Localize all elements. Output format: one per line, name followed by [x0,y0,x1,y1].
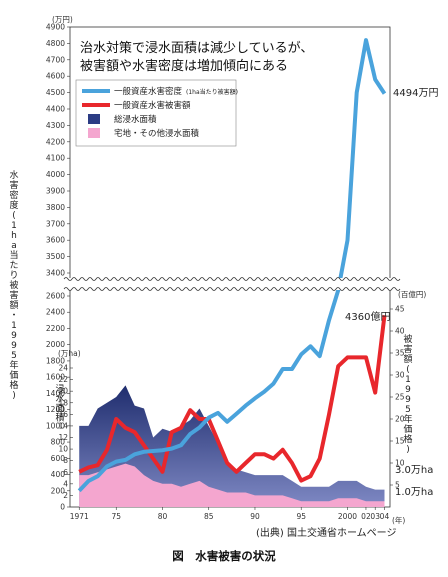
tick-label-right: 30 [395,371,405,380]
tick-label-x: 1971 [70,512,89,521]
break-line-top [63,277,401,281]
area-total-flooded [79,385,385,507]
figure-caption: 図 水害被害の状況 [172,549,276,563]
line-damage-density [77,38,387,493]
legend-sublabel: (1ha当たり被害額) [186,88,238,96]
tick-label-area: 4 [63,479,68,488]
source-note: (出典) 国土交通省ホームページ [256,526,396,539]
tick-label-area: 24 [58,364,68,373]
tick-label-right: 40 [395,327,405,336]
tick-label-area: 20 [58,387,68,396]
tick-label-x: 80 [158,512,168,521]
annotation-residential-area-end: 1.0万ha [395,487,433,498]
tick-label-left-upper: 3900 [46,187,65,196]
tick-label-x: 03 [370,512,380,521]
tick-label-left-lower: 0 [60,503,65,512]
tick-label-x: 75 [111,512,121,521]
tick-label-left-upper: 4200 [46,137,65,146]
tick-label-left-lower: 1600 [46,373,65,382]
tick-label-left-upper: 4400 [46,105,65,114]
tick-label-x: 04 [380,512,390,521]
y-axis-label-damage: 被害額(1 9 9 5 年価格) [403,333,412,455]
tick-label-left-upper: 3600 [46,236,65,245]
tick-label-left-lower: 2400 [46,308,65,317]
unit-right: (百億円) [398,289,426,299]
tick-label-area: 8 [63,456,68,465]
tick-label-right: 5 [395,481,400,490]
y-axis-label-density: 水害密度(1 h a 当たり被害額・ 1 9 9 5 年価格) [9,169,18,401]
tick-label-left-lower: 800 [51,438,66,447]
line-damage-amount [78,314,387,483]
tick-label-left-upper: 4000 [46,170,65,179]
tick-label-left-lower: 2200 [46,324,65,333]
annotation-total-area-end: 3.0万ha [395,465,433,476]
legend: 一般資産水害密度 (1ha当たり被害額) 一般資産水害被害額総浸水面積宅地・その他浸… [82,86,238,139]
legend-swatch [88,128,100,138]
tick-label-left-upper: 3400 [46,269,65,278]
annotation-damage-end: 4360億円 [345,310,390,323]
tick-label-left-upper: 4500 [46,88,65,97]
tick-layer: 3400350036003700380039004000410042004300… [46,23,405,522]
legend-label: 一般資産水害密度 [114,86,183,97]
chart-title-line-1: 治水対策で浸水面積は減少しているが、 [80,40,313,56]
tick-label-x: 95 [296,512,306,521]
tick-label-left-upper: 4700 [46,55,65,64]
tick-label-left-lower: 600 [51,454,66,463]
tick-label-right: 10 [395,459,405,468]
tick-label-left-lower: 200 [51,486,66,495]
axis-break [63,277,401,291]
tick-label-right: 20 [395,415,405,424]
tick-label-area: 16 [58,410,68,419]
tick-label-left-lower: 1800 [46,356,65,365]
tick-label-area: 6 [63,468,68,477]
tick-label-left-lower: 1000 [46,421,65,430]
tick-label-left-lower: 2600 [46,292,65,301]
tick-label-left-upper: 4300 [46,121,65,130]
area-layer [79,385,385,507]
legend-label: 宅地・その他浸水面積 [114,128,200,139]
tick-label-x: 2000 [338,512,357,521]
tick-label-area: 14 [58,421,68,430]
tick-label-left-upper: 3700 [46,219,65,228]
tick-label-area: 18 [58,398,68,407]
unit-left-top: (万円) [52,15,73,24]
tick-label-left-upper: 3500 [46,252,65,261]
tick-label-left-upper: 3800 [46,203,65,212]
tick-label-left-lower: 400 [51,470,66,479]
legend-swatch [88,114,100,124]
tick-label-left-upper: 4100 [46,154,65,163]
tick-label-left-lower: 2000 [46,340,65,349]
break-line-bottom [63,287,401,291]
legend-label: 一般資産水害被害額 [114,100,191,111]
y-axis-label-area: 浸水面積 [55,384,64,424]
tick-label-right: 15 [395,437,405,446]
tick-label-left-lower: 1400 [46,389,65,398]
chart-title-line-2: 被害額や水害密度は増加傾向にある [80,58,288,74]
tick-label-right: 35 [395,349,405,358]
area-residential-flooded [79,463,385,507]
tick-label-right: 25 [395,393,405,402]
tick-label-x: 85 [204,512,214,521]
tick-label-left-upper: 4900 [46,23,65,32]
tick-label-x: 90 [250,512,260,521]
tick-label-area: 2 [63,491,68,500]
unit-year: (年) [392,515,405,525]
legend-label: 総浸水面積 [114,114,157,125]
tick-label-left-upper: 4800 [46,39,65,48]
unit-inner-left: (万ha) [58,349,81,358]
tick-label-area: 12 [58,433,68,442]
break-band [69,278,391,290]
tick-label-left-lower: 1200 [46,405,65,414]
tick-label-right: 45 [395,305,405,314]
tick-label-left-upper: 4600 [46,72,65,81]
tick-label-x: 02 [361,512,371,521]
line-layer [77,38,387,493]
tick-label-area: 22 [58,375,68,384]
tick-label-area: 10 [58,445,68,454]
annotation-density-end: 4494万円 [393,88,438,99]
